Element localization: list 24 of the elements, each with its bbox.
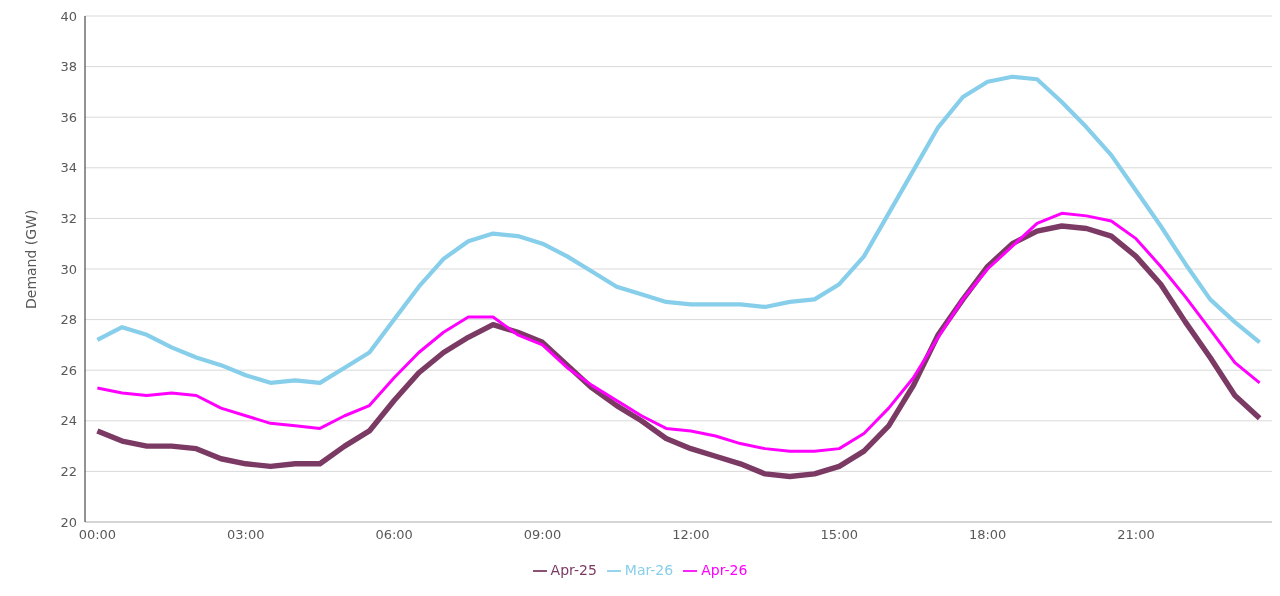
x-tick-label: 06:00 (375, 527, 413, 543)
y-tick-label: 24 (60, 413, 77, 429)
line-series (95, 74, 1262, 385)
y-tick-label: 34 (60, 160, 77, 176)
x-tick-label: 15:00 (820, 527, 858, 543)
y-tick-label: 26 (60, 362, 77, 378)
x-tick-label: 21:00 (1117, 527, 1155, 543)
x-tick-label: 18:00 (968, 527, 1007, 543)
legend-label: Apr-25 (550, 562, 597, 578)
y-tick-label: 38 (60, 59, 77, 75)
y-axis-title: Demand (GW) (22, 209, 39, 309)
y-tick-label: 30 (60, 261, 77, 277)
y-tick-label: 32 (60, 211, 77, 227)
legend-label: Mar-26 (624, 562, 674, 578)
x-tick-label: 03:00 (227, 527, 265, 543)
y-tick-label: 40 (60, 8, 77, 24)
x-tick-label: 00:00 (78, 527, 117, 543)
x-tick-label: 12:00 (672, 527, 710, 543)
x-tick-label: 09:00 (523, 527, 562, 543)
y-tick-label: 28 (60, 312, 77, 328)
y-tick-label: 20 (60, 514, 77, 530)
legend-label: Apr-26 (701, 562, 748, 578)
y-tick-label: 22 (60, 464, 77, 480)
y-tick-label: 36 (60, 109, 77, 125)
